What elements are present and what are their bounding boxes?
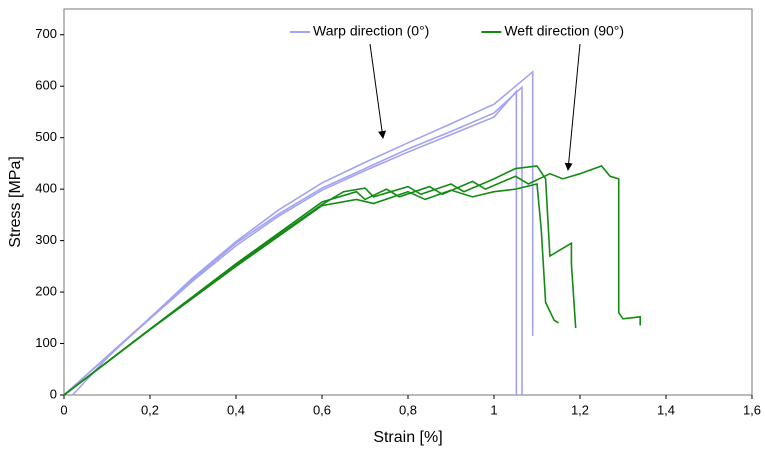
x-tick-label: 0,8: [399, 402, 417, 417]
plot-frame: [63, 8, 753, 396]
y-tick-label: 100: [35, 335, 57, 350]
y-tick-label: 700: [35, 26, 57, 41]
y-tick-label: 500: [35, 129, 57, 144]
x-tick-label: 0,4: [227, 402, 245, 417]
x-tick-label: 1,4: [657, 402, 675, 417]
stress-strain-curve: [63, 89, 518, 396]
y-tick-label: 300: [35, 232, 57, 247]
y-tick-label: 0: [50, 386, 57, 401]
legend-label: Weft direction (90°): [504, 23, 624, 39]
y-axis-label: Stress [MPa]: [7, 156, 24, 248]
stress-strain-curve: [63, 165, 642, 396]
legend-label: Warp direction (0°): [313, 23, 429, 39]
stress-strain-curve: [63, 182, 559, 396]
annotation-arrow: [369, 43, 387, 139]
x-tick-label: 1,2: [571, 402, 589, 417]
stress-strain-curve: [72, 70, 534, 396]
x-tick-label: 0,6: [313, 402, 331, 417]
annotation-arrow: [564, 43, 581, 171]
y-tick-label: 400: [35, 181, 57, 196]
x-tick-label: 0,2: [141, 402, 159, 417]
y-tick-label: 200: [35, 284, 57, 299]
x-tick-label: 1,6: [743, 402, 761, 417]
x-tick-label: 1: [490, 402, 497, 417]
x-tick-label: 0: [60, 402, 67, 417]
y-tick-label: 600: [35, 78, 57, 93]
stress-strain-curve: [63, 165, 577, 396]
x-axis-label: Strain [%]: [373, 429, 442, 446]
